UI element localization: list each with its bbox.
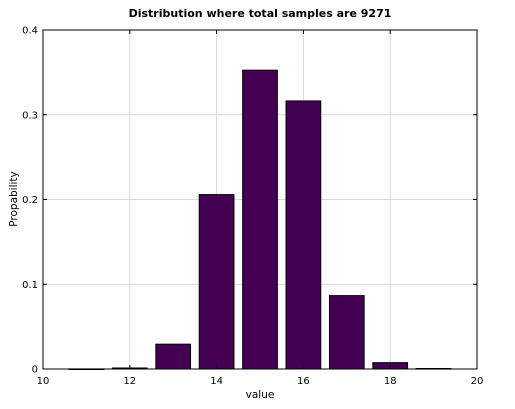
x-tick-label: 10 [37, 376, 50, 387]
bar [198, 194, 235, 370]
bar [242, 69, 278, 370]
ticks: 10 12 14 16 18 20 0 0.1 0.2 0.3 0.4 [22, 26, 483, 388]
x-axis-label: value [246, 389, 275, 401]
y-tick-label: 0.4 [22, 26, 38, 37]
x-tick-label: 12 [123, 376, 136, 387]
y-tick-label: 0 [32, 365, 38, 376]
bar [328, 295, 365, 370]
chart-title: Distribution where total samples are 927… [129, 7, 392, 20]
y-tick-label: 0.3 [22, 110, 38, 121]
x-tick-label: 18 [384, 376, 397, 387]
bars [68, 69, 452, 371]
bar [155, 343, 192, 370]
y-tick-label: 0.1 [22, 280, 38, 291]
y-axis-label: Propability [8, 171, 20, 227]
x-tick-label: 20 [471, 376, 484, 387]
x-tick-label: 16 [297, 376, 310, 387]
x-tick-label: 14 [210, 376, 223, 387]
y-tick-label: 0.2 [22, 195, 38, 206]
bar [285, 100, 322, 370]
